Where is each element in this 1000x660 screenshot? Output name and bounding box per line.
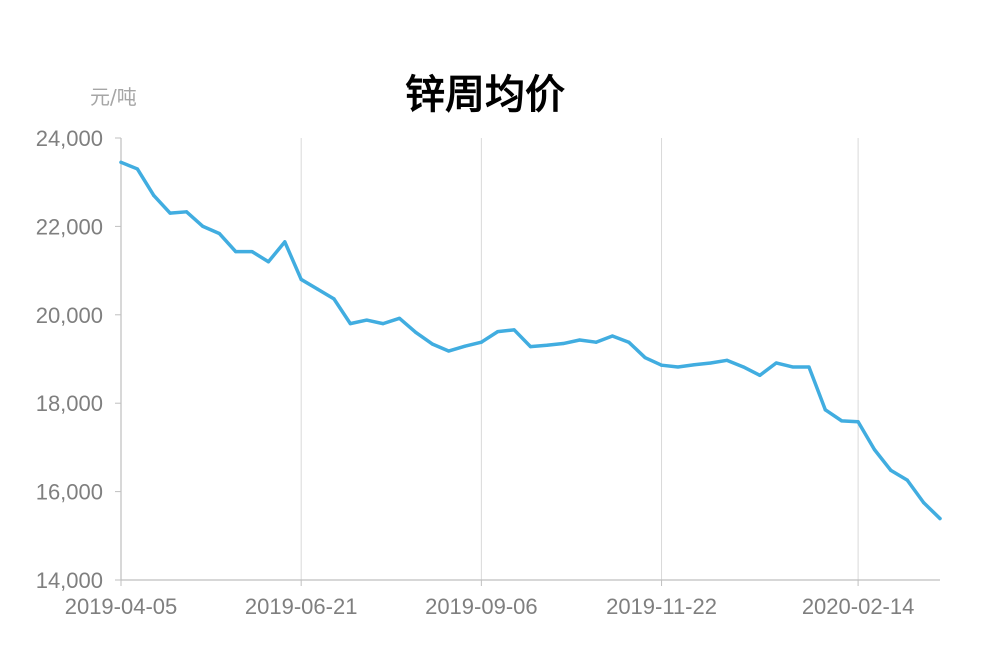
data-point <box>283 240 287 244</box>
axes <box>115 137 940 586</box>
data-point <box>823 408 827 412</box>
data-point <box>856 420 860 424</box>
data-point <box>299 277 303 282</box>
data-point <box>234 249 238 254</box>
data-point <box>627 340 631 344</box>
data-point <box>315 287 320 291</box>
y-tick-label: 14,000 <box>36 568 103 593</box>
data-point <box>397 316 402 320</box>
data-point <box>758 373 762 377</box>
y-tick-labels: 14,000 16,000 18,000 20,000 22,000 24,000 <box>36 126 103 593</box>
data-point <box>872 448 877 452</box>
y-tick-label: 20,000 <box>36 303 103 328</box>
data-point <box>922 501 926 505</box>
data-point <box>119 160 123 164</box>
data-point <box>692 363 696 367</box>
data-point <box>381 322 385 326</box>
data-point <box>840 419 844 423</box>
data-point <box>168 211 172 215</box>
chart-title: 锌周均价 <box>405 72 565 118</box>
data-point <box>938 516 942 521</box>
data-point <box>512 328 516 332</box>
data-point <box>610 334 615 338</box>
data-point <box>643 356 647 360</box>
y-tick-label: 24,000 <box>36 126 103 151</box>
data-point <box>152 193 156 198</box>
series-line <box>119 160 942 521</box>
x-tick-label: 2019-11-22 <box>606 594 717 619</box>
x-tick-label: 2020-02-14 <box>802 594 915 619</box>
data-point <box>217 231 221 236</box>
data-point <box>790 365 795 369</box>
y-axis-unit-label: 元/吨 <box>90 85 137 109</box>
data-point <box>889 468 893 472</box>
data-point <box>135 167 139 171</box>
data-point <box>332 297 336 301</box>
data-point <box>365 318 369 322</box>
data-point <box>807 365 811 369</box>
data-point <box>578 338 582 342</box>
x-tick-label: 2019-06-21 <box>245 594 358 619</box>
x-tick-label: 2019-09-06 <box>425 594 538 619</box>
data-point <box>659 363 664 367</box>
data-point <box>545 343 549 347</box>
data-point <box>496 330 500 334</box>
data-point <box>184 210 189 214</box>
y-tick-label: 22,000 <box>36 214 103 239</box>
data-point <box>348 322 352 326</box>
series-layer <box>119 160 942 521</box>
x-tick-labels: 2019-04-05 2019-06-21 2019-09-06 2019-11-22… <box>65 594 915 619</box>
data-point <box>479 340 483 344</box>
data-point <box>414 330 418 335</box>
data-point <box>725 358 729 362</box>
gridlines <box>300 138 859 580</box>
data-point <box>676 365 680 369</box>
data-point <box>430 342 434 346</box>
x-tick-label: 2019-04-05 <box>65 594 178 619</box>
data-point <box>741 365 746 369</box>
data-point <box>447 349 451 353</box>
data-point <box>463 344 467 348</box>
y-tick-label: 16,000 <box>36 480 103 505</box>
data-point <box>528 345 533 349</box>
data-point <box>774 361 778 365</box>
data-point <box>201 224 205 228</box>
y-tick-label: 18,000 <box>36 391 103 416</box>
data-point <box>709 361 713 365</box>
data-point <box>905 478 909 482</box>
data-point <box>266 260 271 264</box>
data-point <box>561 341 565 346</box>
data-point <box>250 249 254 254</box>
data-point <box>594 340 598 344</box>
